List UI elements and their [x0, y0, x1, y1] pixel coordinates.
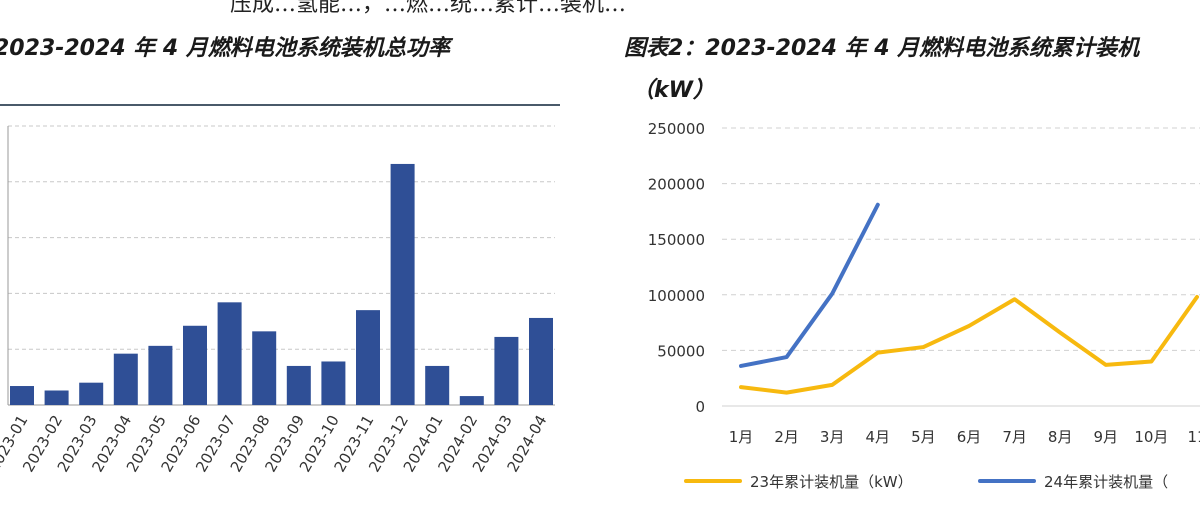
bar-2023-07 — [217, 302, 242, 405]
legend-label-24: 24年累计装机量（ — [1044, 472, 1169, 491]
bar-2023-10 — [321, 361, 346, 405]
bar-2024-03 — [494, 336, 519, 405]
bar-chart: 2023-012023-022023-032023-042023-052023-… — [0, 125, 555, 475]
y-tick-label: 200000 — [648, 176, 705, 194]
bar-2023-01 — [10, 386, 34, 405]
legend-swatch-23 — [684, 479, 742, 483]
x-tick-label: 2月 — [774, 428, 799, 446]
bar-2023-05 — [148, 345, 173, 405]
x-tick-label: 1月 — [729, 428, 754, 446]
series-line-0 — [739, 295, 1199, 395]
legend-item-23: 23年累计装机量（kW） — [684, 469, 913, 493]
x-tick-label: 5月 — [911, 428, 936, 446]
legend-item-24: 24年累计装机量（ — [978, 469, 1168, 493]
bar-2023-12 — [390, 163, 415, 405]
y-tick-label: 250000 — [648, 120, 705, 138]
x-tick-label: 3月 — [820, 428, 845, 446]
bar-2023-02 — [44, 390, 69, 405]
chart2-title: 图表2：2023-2024 年 4 月燃料电池系统累计装机 — [624, 36, 1140, 61]
chart2-title-unit: （kW） — [632, 78, 715, 103]
bar-2024-04 — [529, 317, 553, 405]
bar-2023-08 — [252, 331, 277, 405]
bar-2023-06 — [183, 325, 207, 405]
y-tick-label: 50000 — [657, 342, 705, 360]
x-tick-label: 6月 — [957, 428, 982, 446]
legend-label-23: 23年累计装机量（kW） — [750, 472, 913, 491]
x-tick-label: 4月 — [866, 428, 891, 446]
y-tick-label: 150000 — [648, 231, 705, 249]
bar-2024-02 — [459, 396, 484, 405]
y-tick-label: 100000 — [648, 287, 705, 305]
chart1-title: 2023-2024 年 4 月燃料电池系统装机总功率 — [0, 36, 450, 61]
x-tick-label: 10月 — [1134, 428, 1168, 446]
x-tick-label: 9月 — [1094, 428, 1119, 446]
header-text-fragment: 压成…氢能…，…燃…统…累计…装机… — [230, 0, 627, 17]
x-tick-label: 11 — [1187, 428, 1200, 446]
bar-2023-09 — [286, 365, 311, 405]
y-tick-label: 0 — [695, 398, 705, 416]
series-line-1 — [739, 202, 880, 368]
bar-2023-03 — [79, 382, 104, 405]
legend-swatch-24 — [978, 479, 1036, 483]
bar-2023-11 — [356, 310, 380, 405]
bar-2024-01 — [425, 365, 450, 405]
bar-2023-04 — [113, 353, 138, 405]
x-tick-label: 7月 — [1002, 428, 1027, 446]
x-tick-label: 8月 — [1048, 428, 1073, 446]
title-divider — [0, 104, 560, 106]
